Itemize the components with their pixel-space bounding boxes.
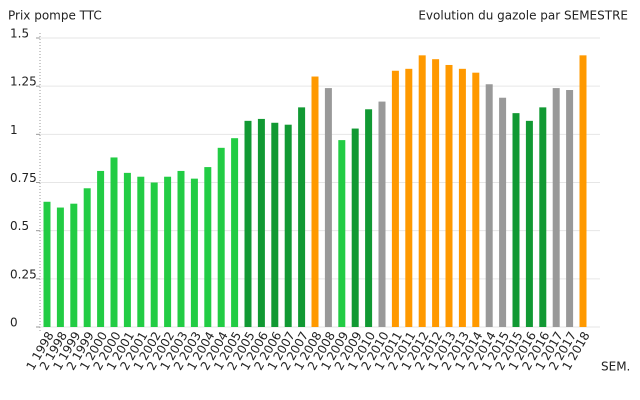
bar (445, 64, 453, 328)
bar (365, 109, 373, 327)
bar (43, 201, 51, 327)
x-axis-label: SEM. (601, 360, 630, 374)
bar (351, 128, 359, 327)
bar (298, 107, 306, 327)
bar (231, 138, 239, 327)
bar (177, 170, 185, 327)
bar (83, 188, 91, 327)
bar (512, 113, 520, 327)
y-tick-label: 0 (10, 316, 18, 330)
y-tick-label: 1.5 (10, 27, 29, 41)
bar (244, 120, 252, 327)
bar (418, 55, 426, 328)
bar (324, 88, 332, 328)
bar (552, 88, 560, 328)
bar (525, 120, 533, 327)
bar (311, 76, 319, 328)
bar (137, 176, 145, 327)
bar (70, 203, 78, 327)
bar (271, 122, 279, 327)
bar (378, 101, 386, 327)
bar (150, 182, 158, 327)
y-tick-label: 0.75 (10, 171, 37, 185)
bar (485, 84, 493, 328)
bar (391, 70, 399, 328)
y-tick-label: 1.25 (10, 75, 37, 89)
bar (123, 172, 131, 327)
bar (56, 207, 64, 327)
bar (190, 178, 198, 327)
bar (110, 157, 118, 327)
bar (566, 90, 574, 328)
bar (405, 68, 413, 328)
bar (539, 107, 547, 327)
y-axis-label: Prix pompe TTC (8, 9, 102, 23)
bar (97, 170, 105, 327)
bar (164, 176, 172, 327)
y-tick-label: 0.5 (10, 219, 29, 233)
bar (499, 97, 507, 327)
bar (432, 59, 440, 328)
chart-title: Evolution du gazole par SEMESTRE (418, 9, 628, 23)
bar (257, 118, 265, 327)
y-tick-label: 1 (10, 123, 18, 137)
bar (204, 167, 212, 327)
bar (579, 55, 587, 328)
bar (284, 124, 292, 327)
bar (338, 140, 346, 327)
bar (217, 147, 225, 327)
y-tick-label: 0.25 (10, 267, 37, 281)
bar (458, 68, 466, 328)
bar (472, 72, 480, 328)
